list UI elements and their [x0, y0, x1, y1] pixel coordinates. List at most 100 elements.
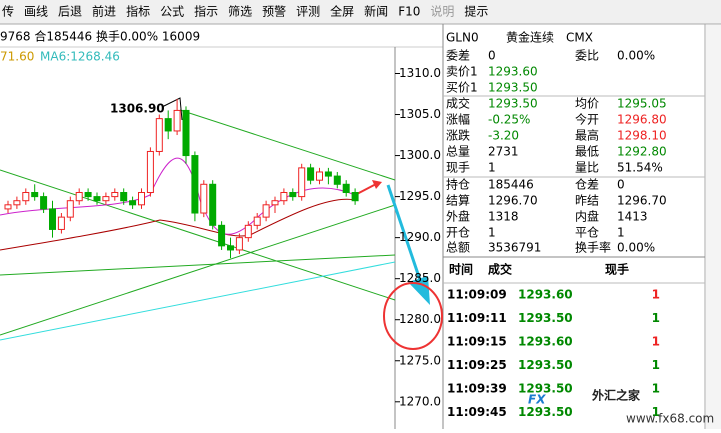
quote-value: 1293.50	[488, 81, 538, 95]
toolbar-bg	[0, 0, 721, 24]
toolbar-button[interactable]: 评测	[296, 5, 320, 19]
quote-label: 涨跌	[446, 128, 470, 143]
quote-label: 涨幅	[446, 112, 470, 127]
toolbar-button[interactable]: F10	[398, 5, 420, 19]
quote-value: 0.00%	[617, 241, 655, 255]
quote-value: 0	[488, 49, 496, 63]
toolbar-button[interactable]: 新闻	[364, 4, 388, 19]
quote-label: 委差	[446, 49, 470, 63]
candle-body	[244, 224, 252, 239]
quote-label: 卖价1	[446, 65, 478, 79]
candle-body	[129, 200, 137, 206]
candle-body	[84, 192, 92, 198]
quote-value: 1295.05	[617, 97, 667, 111]
candle-body	[182, 109, 190, 157]
toolbar-button[interactable]: 提示	[464, 4, 488, 19]
quote-label: 总量	[446, 145, 470, 159]
quote-label: 持仓	[446, 177, 470, 192]
trades-header: 现手	[605, 262, 629, 277]
quote-value: -3.20	[488, 129, 519, 143]
trade-price: 1293.60	[518, 288, 573, 302]
trend-line	[0, 169, 396, 301]
candle-body	[93, 196, 101, 202]
quote-value: 2731	[488, 145, 519, 159]
watermark-name: 外汇之家	[592, 388, 641, 403]
quote-label: 现手	[446, 161, 470, 175]
candle-body	[280, 192, 288, 202]
quote-value: 1298.10	[617, 129, 667, 143]
highlight-circle	[383, 282, 443, 350]
watermark-logo: FX	[528, 393, 546, 407]
y-tick-label: 1305.0	[399, 107, 441, 121]
quote-header: CMX	[566, 31, 593, 45]
quote-value: 185446	[488, 178, 534, 192]
trade-price: 1293.50	[518, 405, 573, 419]
trade-price: 1293.50	[518, 311, 573, 325]
quote-value: 1	[488, 161, 496, 175]
toolbar-button[interactable]: 传	[2, 4, 14, 19]
candle-body	[191, 155, 199, 214]
candle-body	[253, 216, 261, 226]
candle-body	[209, 183, 217, 226]
toolbar-button[interactable]: 前进	[92, 4, 116, 19]
quote-label: 量比	[575, 161, 599, 175]
toolbar-button[interactable]: 指标	[126, 4, 150, 19]
quote-label: 结算	[446, 193, 470, 208]
trade-qty: 1	[652, 382, 660, 396]
annotation-pointer	[161, 97, 183, 121]
quote-label: 最低	[575, 145, 599, 159]
quote-label: 外盘	[446, 209, 470, 224]
quote-value: 1	[617, 226, 625, 240]
quote-value: 0.00%	[617, 49, 655, 63]
y-tick-label: 1285.0	[399, 271, 441, 285]
quote-value: 1	[488, 226, 496, 240]
y-tick-label: 1300.0	[399, 148, 441, 162]
candle-body	[342, 183, 350, 193]
ma-label: MA6:1268.46	[40, 50, 120, 64]
side-toolbar[interactable]	[706, 25, 721, 429]
candle-body	[13, 200, 21, 206]
quote-value: 1292.80	[617, 145, 667, 159]
candle-body	[324, 171, 332, 177]
toolbar-button[interactable]: 全屏	[330, 4, 354, 19]
candle-body	[146, 150, 154, 193]
candle-body	[75, 192, 83, 202]
quote-label: 买价1	[446, 81, 478, 95]
toolbar-button[interactable]: 说明	[430, 4, 454, 19]
toolbar-button[interactable]: 公式	[160, 5, 184, 19]
quote-value: 51.54%	[617, 161, 663, 175]
trade-time: 11:09:11	[447, 311, 507, 325]
quote-value: 1318	[488, 210, 519, 224]
candle-body	[164, 118, 172, 132]
trade-price: 1293.50	[518, 358, 573, 372]
quote-label: 换手率	[575, 240, 611, 255]
trade-qty: 1	[652, 358, 660, 372]
toolbar-button[interactable]: 预警	[262, 4, 286, 19]
trade-price: 1293.60	[518, 335, 573, 349]
toolbar-button[interactable]: 画线	[24, 5, 48, 19]
candle-body	[298, 167, 306, 198]
quote-value: 1296.70	[488, 194, 538, 208]
candle-body	[31, 192, 39, 198]
trades-header: 时间	[449, 262, 473, 277]
toolbar-button[interactable]: 后退	[58, 5, 82, 19]
watermark-url: www.fx68.com	[626, 412, 714, 426]
trend-line	[0, 254, 396, 276]
quote-label: 平仓	[575, 226, 599, 240]
candle-body	[200, 183, 208, 214]
y-tick-label: 1280.0	[399, 312, 441, 326]
toolbar-button[interactable]: 筛选	[228, 4, 252, 19]
quote-label: 仓差	[575, 178, 599, 192]
quote-header: GLN0	[446, 31, 479, 45]
trade-time: 11:09:25	[447, 358, 507, 372]
trend-line	[179, 109, 396, 181]
quote-label: 昨结	[575, 194, 599, 208]
candle-body	[271, 200, 279, 206]
quote-label: 今开	[575, 112, 599, 127]
trade-price: 1293.50	[518, 382, 573, 396]
candle-body	[316, 171, 323, 181]
toolbar-button[interactable]: 指示	[194, 4, 218, 19]
quote-value: 1293.50	[488, 97, 538, 111]
trade-time: 11:09:09	[447, 288, 507, 302]
